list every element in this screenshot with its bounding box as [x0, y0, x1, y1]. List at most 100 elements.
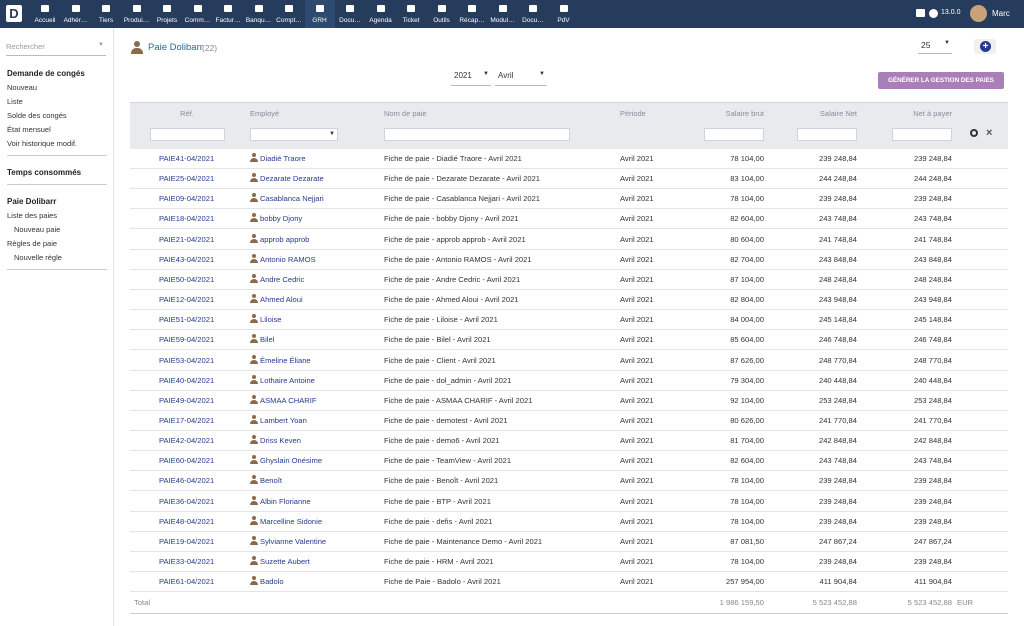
search-select[interactable]: Rechercher ▼ — [6, 42, 106, 56]
nav-item[interactable]: Modul… — [488, 0, 518, 28]
ref-link[interactable]: PAIE51-04/2021 — [159, 315, 215, 325]
menu-link[interactable]: Solde des congés — [7, 111, 67, 120]
employee-link[interactable]: Dezarate Dezarate — [260, 174, 324, 184]
ref-link[interactable]: PAIE42-04/2021 — [159, 436, 215, 446]
submenu-link[interactable]: Nouveau paie — [14, 225, 61, 234]
section-title[interactable]: Demande de congés — [7, 69, 85, 78]
ref-link[interactable]: PAIE21-04/2021 — [159, 234, 215, 244]
nav-item[interactable]: PdV — [549, 0, 579, 28]
employee-link[interactable]: Andre Cedric — [260, 274, 305, 284]
new-button[interactable]: + — [974, 39, 996, 54]
employee-link[interactable]: approb approb — [260, 234, 310, 244]
menu-link[interactable]: État mensuel — [7, 125, 51, 134]
ref-link[interactable]: PAIE48-04/2021 — [159, 516, 215, 526]
ref-link[interactable]: PAIE36-04/2021 — [159, 496, 215, 506]
ref-link[interactable]: PAIE46-04/2021 — [159, 476, 215, 486]
employee-link[interactable]: Antonio RAMOS — [260, 254, 316, 264]
employee-link[interactable]: Ahmed Aloui — [260, 295, 303, 305]
employee-link[interactable]: Marcelline Sidonie — [260, 516, 323, 526]
section-title[interactable]: Temps consommés — [7, 168, 82, 177]
menu-link[interactable]: Règles de paie — [7, 239, 58, 248]
filter-input[interactable] — [150, 128, 225, 141]
employee-link[interactable]: Ghyslain Onésime — [260, 456, 323, 466]
employee-link[interactable]: Sylvianne Valentine — [260, 536, 327, 546]
filter-input[interactable] — [797, 128, 857, 141]
filter-input[interactable] — [892, 128, 952, 141]
ref-link[interactable]: PAIE61-04/2021 — [159, 577, 215, 587]
column-header[interactable]: Salaire brut — [725, 109, 764, 118]
nav-item[interactable]: Outils — [427, 0, 457, 28]
print-icon[interactable] — [916, 9, 925, 17]
employee-link[interactable]: ASMAA CHARIF — [260, 395, 317, 405]
menu-link[interactable]: Voir historique modif. — [7, 139, 78, 148]
nav-item[interactable]: Tiers — [91, 0, 121, 28]
nav-item[interactable]: Comm… — [183, 0, 213, 28]
menu-link[interactable]: Liste des paies — [7, 211, 58, 220]
ref-link[interactable]: PAIE40-04/2021 — [159, 375, 215, 385]
nav-item[interactable]: Agenda — [366, 0, 396, 28]
employee-link[interactable]: Diadié Traore — [260, 154, 306, 163]
ref-link[interactable]: PAIE41-04/2021 — [159, 154, 215, 163]
limit-select[interactable]: 25 ▼ — [918, 40, 952, 54]
employee-link[interactable]: Suzette Aubert — [260, 557, 310, 566]
nav-item[interactable]: Accueil — [30, 0, 60, 28]
ref-link[interactable]: PAIE19-04/2021 — [159, 536, 215, 546]
ref-link[interactable]: PAIE09-04/2021 — [159, 194, 215, 204]
employee-link[interactable]: Badolo — [260, 577, 284, 587]
nav-item[interactable]: Récap… — [457, 0, 487, 28]
ref-link[interactable]: PAIE33-04/2021 — [159, 557, 215, 566]
search-button[interactable] — [970, 129, 978, 137]
user-name[interactable]: Marc — [992, 9, 1010, 18]
ref-link[interactable]: PAIE49-04/2021 — [159, 395, 215, 405]
ref-link[interactable]: PAIE59-04/2021 — [159, 335, 215, 345]
ref-link[interactable]: PAIE18-04/2021 — [159, 214, 215, 224]
employee-link[interactable]: Liloise — [260, 315, 282, 325]
employee-link[interactable]: Albin Florianne — [260, 496, 311, 506]
menu-link[interactable]: Liste — [7, 97, 23, 106]
employee-link[interactable]: Benoît — [260, 476, 282, 486]
nav-item[interactable]: Compt… — [274, 0, 304, 28]
column-header[interactable]: Réf. — [180, 109, 194, 118]
clear-button[interactable]: × — [986, 127, 993, 139]
employee-link[interactable]: bobby Djony — [260, 214, 303, 224]
ref-link[interactable]: PAIE25-04/2021 — [159, 174, 215, 184]
nav-item[interactable]: Factur… — [213, 0, 243, 28]
ref-link[interactable]: PAIE60-04/2021 — [159, 456, 215, 466]
column-header[interactable]: Employé — [250, 109, 280, 118]
menu-link[interactable]: Nouveau — [7, 83, 38, 92]
submenu-link[interactable]: Nouvelle règle — [14, 253, 62, 262]
filter-input[interactable] — [704, 128, 764, 141]
employee-link[interactable]: Lambert Yoan — [260, 415, 307, 425]
avatar[interactable] — [970, 5, 987, 22]
month-select[interactable]: Avril ▼ — [495, 71, 547, 86]
nav-item[interactable]: GRH — [304, 0, 335, 28]
nav-item[interactable]: Produi… — [122, 0, 152, 28]
nav-item[interactable]: Projets — [152, 0, 182, 28]
year-select[interactable]: 2021 ▼ — [451, 71, 491, 86]
nav-item[interactable]: Adhér… — [61, 0, 91, 28]
employee-link[interactable]: Émeline Éliane — [260, 355, 311, 365]
ref-link[interactable]: PAIE43-04/2021 — [159, 254, 215, 264]
filter-select[interactable]: ▼ — [250, 128, 338, 141]
nav-item[interactable]: Banqu… — [244, 0, 274, 28]
nav-item[interactable]: Ticket — [396, 0, 426, 28]
column-header[interactable]: Période — [620, 109, 646, 118]
employee-link[interactable]: Casablanca Nejjari — [260, 194, 324, 204]
generate-button[interactable]: GÉNÉRER LA GESTION DES PAIES — [878, 72, 1004, 89]
logo[interactable]: D — [6, 5, 22, 22]
column-header[interactable]: Nom de paie — [384, 109, 427, 118]
column-header[interactable]: Salaire Net — [819, 109, 857, 118]
nav-item[interactable]: Docu… — [518, 0, 548, 28]
help-icon[interactable] — [929, 9, 938, 18]
ref-link[interactable]: PAIE50-04/2021 — [159, 274, 215, 284]
ref-link[interactable]: PAIE17-04/2021 — [159, 415, 215, 425]
section-title[interactable]: Paie Dolibarr — [7, 197, 57, 206]
ref-link[interactable]: PAIE12-04/2021 — [159, 295, 215, 305]
employee-link[interactable]: Lothaire Antoine — [260, 375, 315, 385]
nav-item[interactable]: Docu… — [335, 0, 365, 28]
filter-input[interactable] — [384, 128, 570, 141]
column-header[interactable]: Net à payer — [913, 109, 952, 118]
ref-link[interactable]: PAIE53-04/2021 — [159, 355, 215, 365]
employee-link[interactable]: Driss Keven — [260, 436, 301, 446]
employee-link[interactable]: Bilel — [260, 335, 275, 345]
